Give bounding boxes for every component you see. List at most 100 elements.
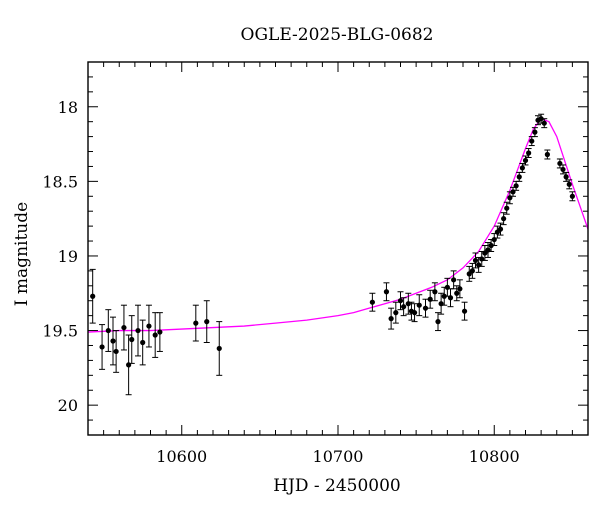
data-point [516,171,523,182]
tick-labels: 10600 10700 10800 18 18.5 19 19.5 20 [42,98,519,466]
data-point [105,309,112,352]
data-marker [526,150,532,156]
data-point [441,286,448,306]
data-point [503,201,510,215]
data-marker [541,120,547,126]
data-marker [472,257,479,264]
data-point [566,179,573,190]
data-point [528,136,535,147]
data-point [469,262,476,279]
data-point [400,297,407,317]
data-marker [497,226,504,232]
data-marker [504,205,510,211]
data-marker [397,298,404,304]
axis-ticks [87,61,589,436]
data-marker [113,348,119,355]
data-point [99,324,106,370]
data-point [569,191,576,202]
data-point [522,155,529,166]
model-curve [88,117,588,333]
data-point [447,288,454,308]
y-tick-label: 20 [58,396,78,415]
data-point [438,292,445,315]
data-point [110,316,116,366]
data-marker [157,329,163,335]
data-marker [432,289,438,295]
data-point [541,118,548,129]
data-marker [501,216,507,222]
data-marker [454,290,460,296]
data-point [125,334,132,396]
data-marker [422,305,429,311]
data-marker [513,183,519,189]
data-point [472,252,479,269]
data-marker [383,289,390,295]
data-marker [369,299,375,305]
data-point [560,164,566,175]
data-marker [401,304,407,310]
x-tick-label: 10800 [469,447,520,466]
data-marker [110,338,116,344]
data-point [531,127,538,138]
data-point [411,303,418,323]
data-point [113,330,120,373]
data-marker [105,327,111,334]
data-point [135,304,141,357]
data-point [431,282,438,302]
data-marker [416,302,422,308]
data-point [461,301,468,321]
data-marker [441,293,447,299]
data-marker [488,242,494,249]
data-marker [538,116,544,122]
x-tick-label: 10700 [313,447,364,466]
data-marker [193,320,199,326]
data-marker [129,336,135,343]
data-point [139,319,146,366]
y-tick-label: 18.5 [42,172,78,191]
data-marker [447,295,454,301]
data-marker [152,332,158,338]
data-marker [121,324,127,331]
data-marker [90,293,96,299]
data-point [456,279,463,299]
data-point [453,285,460,302]
data-point [450,270,457,290]
data-point [519,162,526,173]
data-marker [560,166,566,173]
x-axis-label: HJD - 2450000 [273,476,401,496]
data-point [152,312,159,358]
data-marker [516,174,522,180]
data-marker [435,319,441,325]
data-point [538,113,545,124]
data-marker [451,277,457,283]
data-marker [140,339,146,346]
data-point [120,304,127,351]
data-marker [135,327,141,334]
data-point [369,292,376,312]
data-point [556,158,563,169]
data-marker [457,286,463,292]
data-point [192,304,199,342]
data-marker [569,193,575,199]
data-point [392,301,399,324]
data-layer [89,113,576,396]
data-marker [411,310,418,316]
data-marker [146,323,152,329]
chart-title: OGLE-2025-BLG-0682 [241,25,434,45]
data-point [435,312,441,332]
data-point [416,294,423,317]
data-point [525,148,532,158]
data-marker [461,308,468,314]
model-layer [88,117,588,333]
data-point [422,298,429,318]
plot-frame [87,61,589,436]
data-marker [529,138,535,144]
data-point [89,268,96,324]
data-point [145,304,152,348]
data-point [383,282,390,302]
data-point [203,300,210,343]
data-point [427,289,434,309]
data-marker [519,165,525,171]
data-marker [216,345,222,352]
